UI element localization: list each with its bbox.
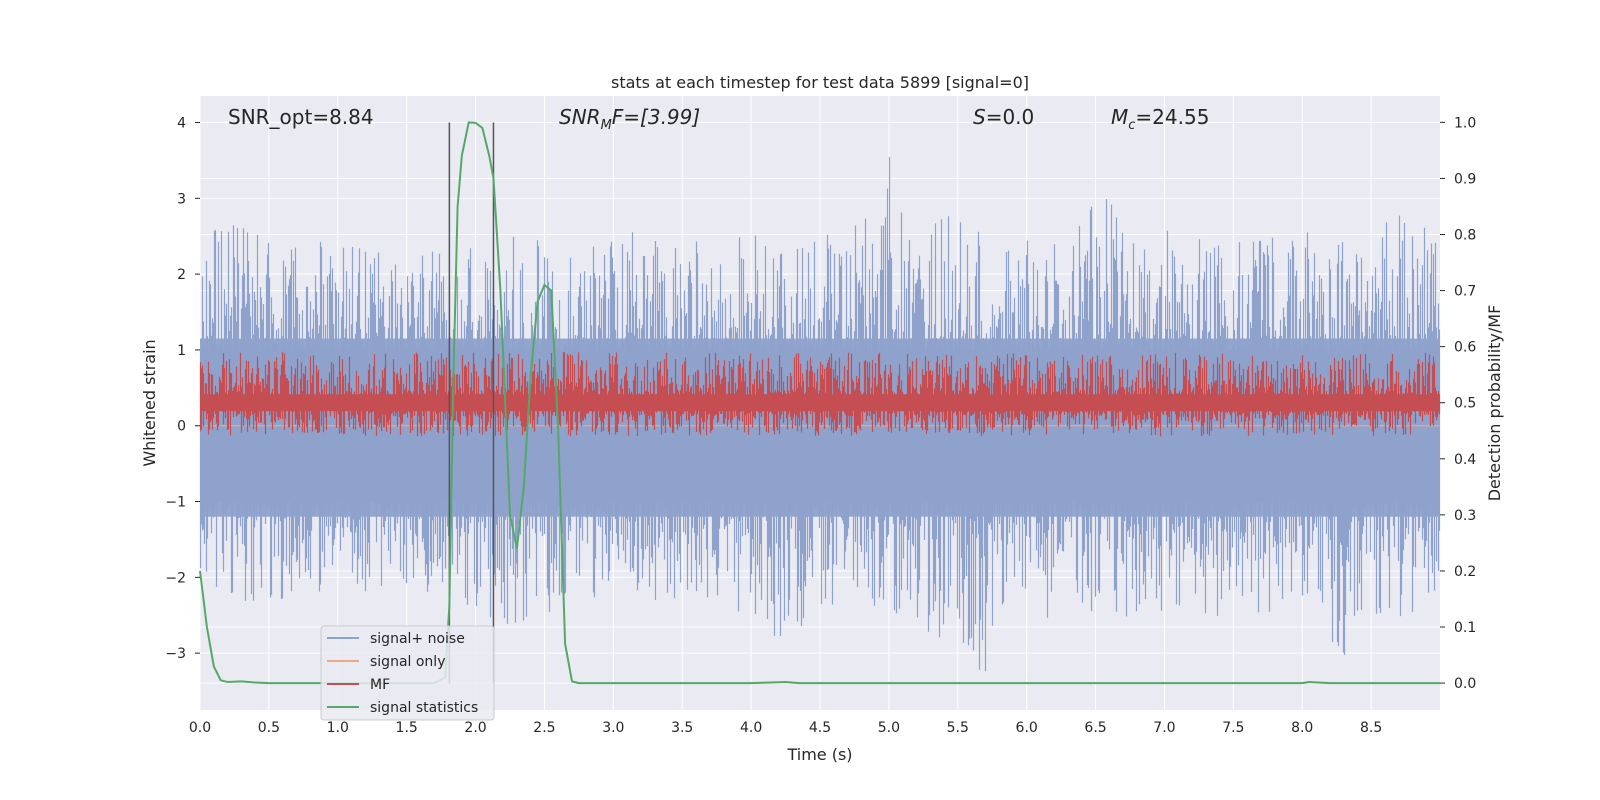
mc-sub: c: [1128, 118, 1135, 133]
y-left-tick-label-2: 2: [177, 267, 186, 283]
x-tick-label-2: 1.0: [327, 720, 349, 736]
y-left-tick-label-0: 4: [177, 116, 186, 132]
y-right-tick-label-0: 1.0: [1454, 115, 1476, 131]
y-right-tick-label-8: 0.2: [1454, 564, 1476, 580]
x-tick-label-0: 0.0: [189, 720, 211, 736]
mf-spikes: [199, 352, 1441, 437]
y-left-axis-label: Whitened strain: [140, 339, 159, 466]
y-right-tick-label-9: 0.1: [1454, 620, 1476, 636]
x-tick-label-7: 3.5: [671, 720, 693, 736]
legend: signal+ noise signal only MF signal stat…: [320, 625, 495, 721]
x-tick-label-15: 7.5: [1222, 720, 1244, 736]
y-left-tick-label-4: 0: [177, 419, 186, 435]
x-tick-label-10: 5.0: [878, 720, 900, 736]
annotation-snr-mf: SNRMF=[3.99]: [559, 105, 700, 133]
x-axis-ticks: 0.0 0.5 1.0 1.5 2.0 2.5 3.0 3.5 4.0 4.5 5.0 5.5 6.0 6…: [189, 720, 1382, 736]
signal-statistics-series: [199, 121, 1440, 685]
x-tick-label-9: 4.5: [809, 720, 831, 736]
x-tick-label-6: 3.0: [602, 720, 624, 736]
x-tick-label-11: 5.5: [947, 720, 969, 736]
y-left-tick-label-3: 1: [177, 343, 186, 359]
y-right-tick-label-1: 0.9: [1454, 171, 1476, 187]
legend-label-signal-noise: signal+ noise: [370, 631, 465, 647]
y-left-tick-label-1: 3: [177, 191, 186, 207]
y-left-tick-label-6: −2: [165, 570, 186, 586]
y-left-axis-ticks: 4 3 2 1 0 −1 −2 −3: [165, 116, 200, 662]
annotation-s: S=0.0: [973, 105, 1034, 129]
x-tick-label-12: 6.0: [1016, 720, 1038, 736]
x-tick-label-17: 8.5: [1360, 720, 1382, 736]
snr-mf-sub: M: [601, 118, 612, 133]
x-tick-label-4: 2.0: [464, 720, 486, 736]
snr-mf-base: SNR: [559, 105, 601, 129]
mc-var: M: [1111, 105, 1128, 129]
x-tick-label-13: 6.5: [1084, 720, 1106, 736]
x-tick-label-5: 2.5: [533, 720, 555, 736]
mc-rest: =24.55: [1135, 105, 1209, 129]
s-rest: =0.0: [986, 105, 1035, 129]
y-right-tick-label-2: 0.8: [1454, 228, 1476, 244]
snr-mf-rest: F=[3.99]: [612, 105, 700, 129]
y-right-tick-label-6: 0.4: [1454, 452, 1476, 468]
legend-label-signal-statistics: signal statistics: [370, 700, 478, 716]
y-right-axis-label: Detection probability/MF: [1485, 305, 1504, 502]
y-right-tick-label-3: 0.7: [1454, 284, 1476, 300]
annotation-mc: Mc=24.55: [1111, 105, 1209, 133]
annotation-snr-opt: SNR_opt=8.84: [228, 105, 374, 129]
chart-title: stats at each timestep for test data 589…: [611, 73, 1029, 92]
x-tick-label-14: 7.0: [1153, 720, 1175, 736]
y-right-tick-label-5: 0.5: [1454, 396, 1476, 412]
x-tick-label-1: 0.5: [258, 720, 280, 736]
y-right-tick-label-7: 0.3: [1454, 508, 1476, 524]
legend-label-mf: MF: [370, 677, 390, 693]
x-tick-label-8: 4.0: [740, 720, 762, 736]
legend-label-signal-only: signal only: [370, 654, 445, 670]
y-left-tick-label-5: −1: [165, 495, 186, 511]
x-tick-label-3: 1.5: [396, 720, 418, 736]
y-right-axis-ticks: 1.0 0.9 0.8 0.7 0.6 0.5 0.4 0.3 0.2 0.1 0.0: [1440, 115, 1476, 692]
s-var: S: [973, 105, 986, 129]
y-left-tick-label-7: −3: [165, 646, 186, 662]
legend-box: [320, 625, 495, 721]
y-right-tick-label-10: 0.0: [1454, 676, 1476, 692]
y-right-tick-label-4: 0.6: [1454, 340, 1476, 356]
signal-statistics-line: [199, 121, 1440, 685]
x-tick-label-16: 8.0: [1291, 720, 1313, 736]
mf-series: [199, 352, 1441, 437]
x-axis-label: Time (s): [786, 745, 852, 764]
